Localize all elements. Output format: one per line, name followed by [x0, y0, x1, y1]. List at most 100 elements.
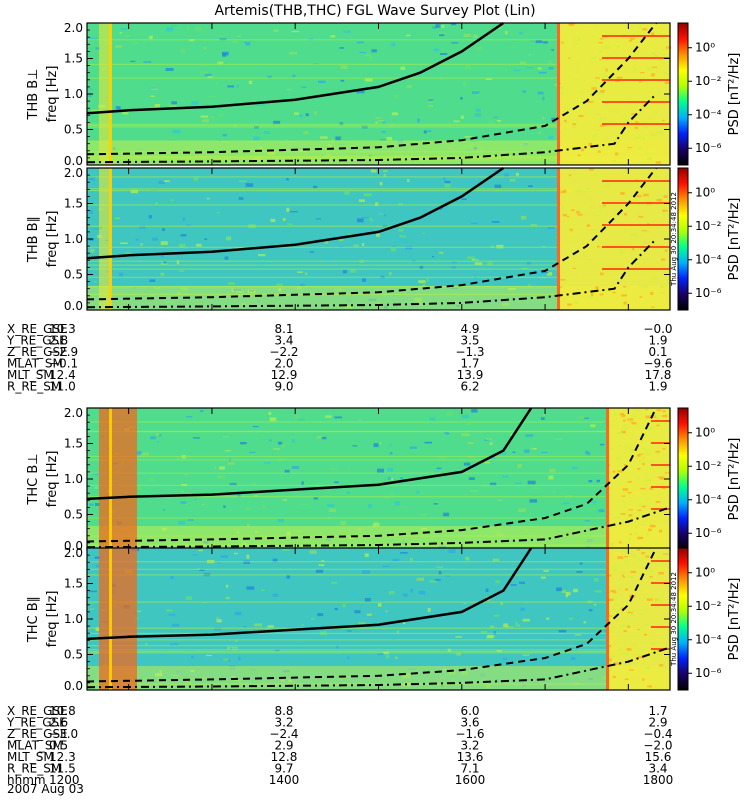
colorbar-2: 10⁰ 10⁻² 10⁻⁴ 10⁻⁶ PSD [nT²/Hz]	[677, 167, 742, 311]
panel-name-label: THB B⊥	[26, 68, 41, 120]
colorbar-1: 10⁰ 10⁻² 10⁻⁴ 10⁻⁶ PSD [nT²/Hz]	[677, 22, 742, 166]
colorbar-tick-label: 10⁰	[695, 186, 715, 200]
ephemeris-row-label: X_RE_GSE	[7, 322, 68, 336]
colorbar-tick-label: 10⁻⁶	[695, 666, 722, 680]
y-axis-label: freq [Hz]	[45, 211, 60, 268]
ephemeris-value: −0.1	[49, 357, 78, 371]
ephemeris-value: 3.6	[460, 716, 479, 730]
ephemeris-row-label: MLT_SM	[7, 368, 54, 382]
ephemeris-value: −2.4	[269, 727, 298, 741]
ephemeris-value: 13.9	[457, 368, 484, 382]
ephemeris-row-label: Y_RE_GSE	[6, 334, 67, 348]
ephemeris-value: 2.9	[648, 716, 667, 730]
ephemeris-value: 10.3	[49, 322, 76, 336]
ephemeris-row-label: X_RE_GSE	[7, 704, 68, 718]
colorbar-gradient	[677, 22, 689, 166]
colorbar-tick-label: 10⁻⁴	[695, 493, 722, 507]
ephemeris-value: 2.8	[49, 334, 68, 348]
colorbar-label: PSD [nT²/Hz]	[727, 438, 742, 521]
curve-dash-dot-3	[86, 506, 671, 549]
ephemeris-value: 11.0	[49, 380, 76, 394]
ephemeris-value: 1400	[269, 773, 300, 787]
ephemeris-value: 6.2	[460, 380, 479, 394]
colorbar-label: PSD [nT²/Hz]	[727, 198, 742, 281]
ephemeris-row-label: R_RE_SM	[7, 380, 61, 394]
figure-title: Artemis(THB,THC) FGL Wave Survey Plot (L…	[214, 3, 535, 19]
ephemeris-value: 11.5	[49, 762, 76, 776]
ephemeris-value: 8.1	[274, 322, 293, 336]
y-axis-label: freq [Hz]	[45, 451, 60, 508]
y-tick-label: 2.0	[64, 21, 83, 35]
y-axis-label: freq [Hz]	[45, 66, 60, 123]
curve-solid-1	[86, 166, 505, 260]
colorbar-label: PSD [nT²/Hz]	[727, 578, 742, 661]
ephemeris-value: 1.9	[648, 334, 667, 348]
ephemeris-value: −1.6	[455, 727, 484, 741]
ephemeris-value: 1.7	[460, 357, 479, 371]
colorbar-gradient	[677, 547, 689, 691]
plot-timestamp: Thu Aug 30 20:34:48 2012	[670, 572, 678, 667]
y-tick-label: 1.5	[64, 52, 83, 66]
colorbar-label: PSD [nT²/Hz]	[727, 53, 742, 136]
colorbar-gradient	[677, 407, 689, 551]
y-tick-label: 1.5	[64, 197, 83, 211]
curve-solid-1	[86, 407, 533, 501]
activity-band-left	[99, 168, 111, 310]
spectrogram-panel-1: 0.0 0.5 1.0 1.5 2.0 THB B⊥ freq [Hz]	[26, 21, 672, 168]
spectrogram-panel-3: 0.0 0.5 1.0 1.5 2.0 THC B⊥ freq [Hz]	[26, 406, 671, 553]
ephemeris-value: 3.4	[274, 334, 293, 348]
y-tick-label: 0.5	[64, 268, 83, 282]
colorbar-tick-label: 10⁻⁶	[695, 286, 722, 300]
ephemeris-row-label: Z_RE_GSE	[7, 345, 68, 359]
ephemeris-row-label: Y_RE_GSE	[6, 716, 67, 730]
ephemeris-row-label: MLAT_SM	[7, 739, 63, 753]
activity-band-left	[99, 23, 111, 165]
ephemeris-value: 0.5	[49, 739, 68, 753]
ephemeris-value: 3.4	[648, 762, 667, 776]
ephemeris-value: 13.6	[457, 750, 484, 764]
y-tick-label: 0.0	[64, 154, 83, 168]
curve-dash-dot-3	[86, 238, 657, 309]
ephemeris-value: 12.4	[49, 368, 76, 382]
colorbar-4: 10⁰ 10⁻² 10⁻⁴ 10⁻⁶ PSD [nT²/Hz]	[677, 547, 742, 691]
y-tick-label: 1.5	[64, 577, 83, 591]
curve-dashed-2	[86, 22, 657, 156]
ephemeris-value: 9.0	[274, 380, 293, 394]
colorbar-tick-label: 10⁻⁶	[695, 141, 722, 155]
y-tick-label: 1.5	[64, 437, 83, 451]
ephemeris-value: −9.6	[643, 357, 672, 371]
colorbar-tick-label: 10⁻⁴	[695, 633, 722, 647]
activity-band-left	[99, 408, 137, 550]
ephemeris-value: −2.0	[643, 739, 672, 753]
curve-dash-dot-3	[86, 93, 657, 164]
y-tick-label: 1.0	[64, 232, 83, 246]
y-tick-label: 0.5	[64, 648, 83, 662]
colorbar-3: 10⁰ 10⁻² 10⁻⁴ 10⁻⁶ PSD [nT²/Hz]	[677, 407, 742, 551]
ephemeris-value: −2.2	[269, 345, 298, 359]
colorbar-tick-label: 10⁻²	[695, 599, 722, 613]
colorbar-tick-label: 10⁻²	[695, 74, 722, 88]
curve-solid-1	[86, 547, 533, 641]
ephemeris-value: 1.9	[648, 380, 667, 394]
y-tick-label: 1.0	[64, 472, 83, 486]
y-tick-label: 2.0	[64, 546, 83, 560]
ephemeris-value: −0.0	[643, 322, 672, 336]
activity-region-right	[557, 23, 670, 165]
y-tick-label: 2.0	[64, 406, 83, 420]
panel-name-label: THC B∥	[26, 596, 41, 643]
ephemeris-row-label: MLAT_SM	[7, 357, 63, 371]
ephemeris-value: 7.1	[460, 762, 479, 776]
colorbar-tick-label: 10⁻²	[695, 219, 722, 233]
ephemeris-value: 12.9	[271, 368, 298, 382]
curve-solid-1	[86, 21, 505, 115]
ephemeris-value: −1.3	[455, 345, 484, 359]
y-tick-label: 0.0	[64, 299, 83, 313]
ephemeris-row-label: R_RE_SM	[7, 762, 61, 776]
colorbar-tick-label: 10⁻⁴	[695, 108, 722, 122]
ephemeris-value: −2.9	[49, 345, 78, 359]
ephemeris-value: 12.3	[49, 750, 76, 764]
